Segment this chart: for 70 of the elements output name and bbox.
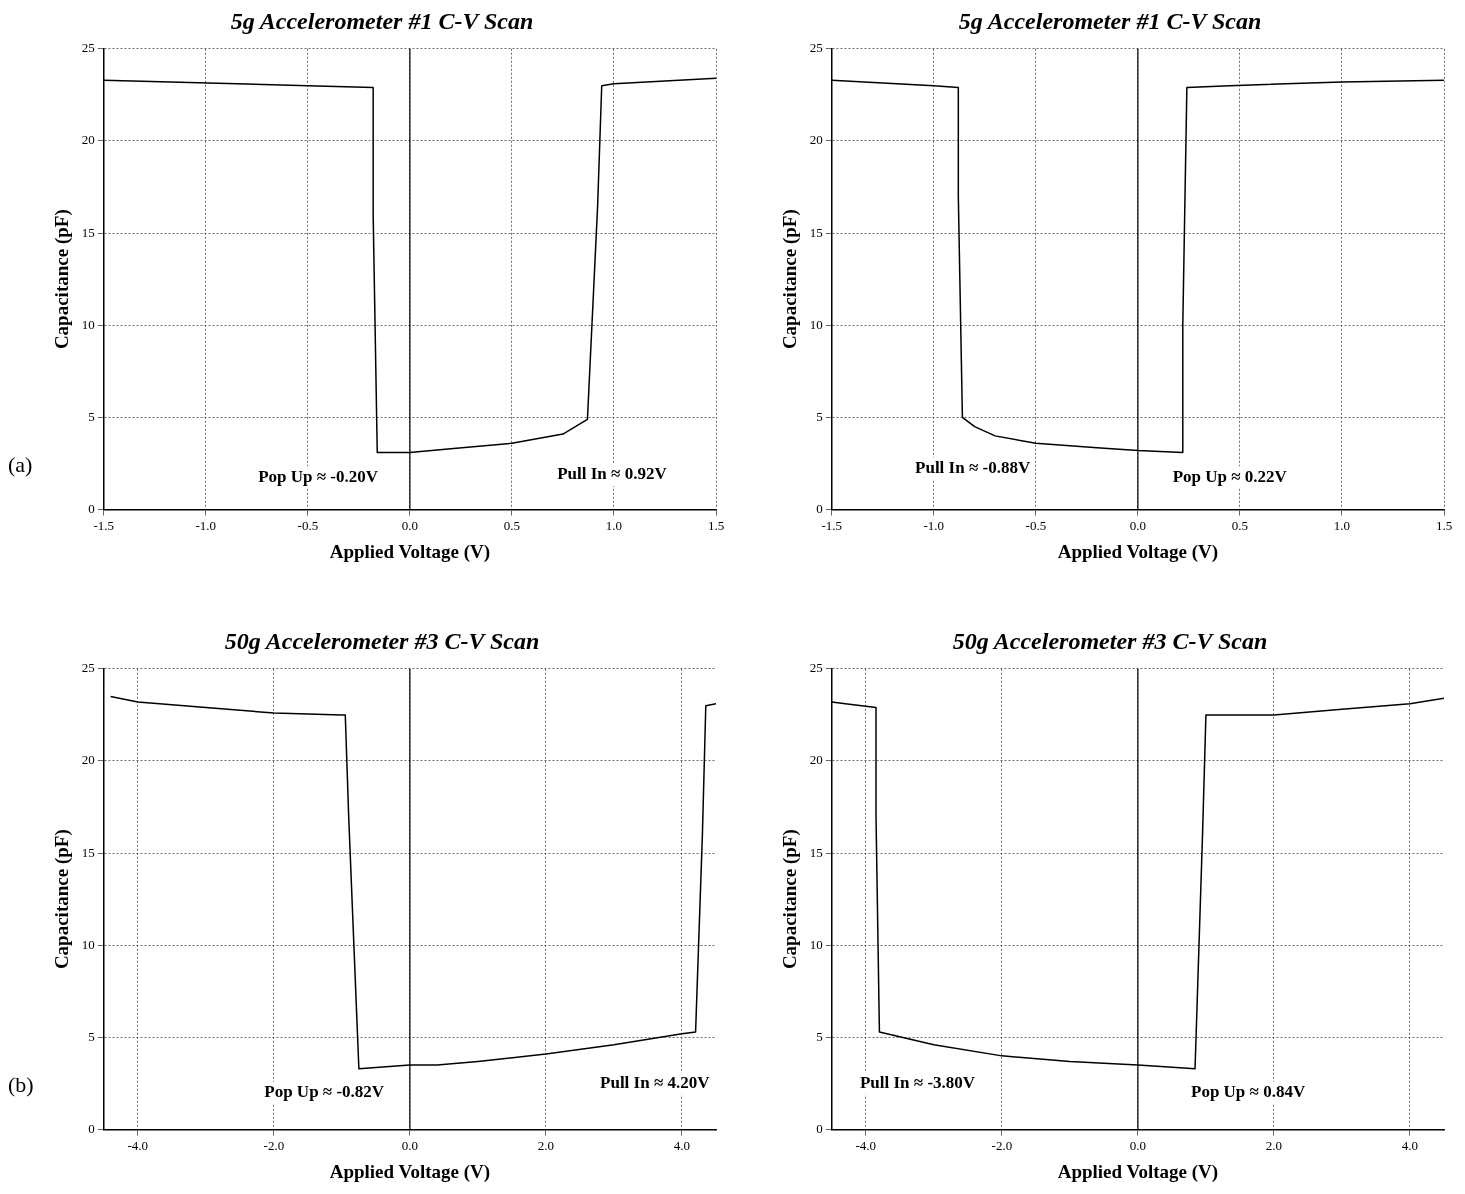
annotation: Pop Up ≈ 0.22V xyxy=(1172,466,1288,486)
x-axis-title: Applied Voltage (V) xyxy=(1057,540,1219,563)
x-tick-label: 1.5 xyxy=(1435,517,1453,533)
x-tick-label: -2.0 xyxy=(991,1137,1013,1153)
annotation: Pop Up ≈ 0.84V xyxy=(1191,1082,1306,1102)
y-axis-title: Capacitance (pF) xyxy=(779,209,802,350)
y-tick-label: 0 xyxy=(88,1121,95,1137)
x-tick-label: -0.5 xyxy=(297,517,319,533)
y-axis-title: Capacitance (pF) xyxy=(51,829,74,970)
x-axis-title: Applied Voltage (V) xyxy=(1057,1160,1219,1183)
y-tick-label: 10 xyxy=(81,936,95,952)
x-tick-label: 0.5 xyxy=(1231,517,1249,533)
y-tick-label: 0 xyxy=(816,1121,823,1137)
x-tick-label: 4.0 xyxy=(1401,1137,1419,1153)
y-tick-label: 0 xyxy=(816,501,823,517)
x-tick-label: 1.5 xyxy=(707,517,725,533)
y-tick-label: 5 xyxy=(816,1028,823,1044)
annotation: Pop Up ≈ -0.20V xyxy=(258,466,379,486)
x-tick-label: 0.0 xyxy=(1129,517,1147,533)
x-tick-label: 4.0 xyxy=(673,1137,691,1153)
y-tick-label: 10 xyxy=(81,316,95,332)
y-tick-label: 15 xyxy=(81,224,95,240)
chart-title: 5g Accelerometer #1 C-V Scan xyxy=(230,7,534,34)
chart-title: 5g Accelerometer #1 C-V Scan xyxy=(958,7,1262,34)
y-tick-label: 25 xyxy=(81,660,95,676)
x-tick-label: 2.0 xyxy=(537,1137,555,1153)
y-tick-label: 5 xyxy=(88,1028,95,1044)
chart-title: 50g Accelerometer #3 C-V Scan xyxy=(952,627,1268,654)
x-tick-label: 2.0 xyxy=(1265,1137,1283,1153)
y-tick-label: 20 xyxy=(809,752,823,768)
y-tick-label: 25 xyxy=(809,660,823,676)
y-tick-label: 5 xyxy=(816,408,823,424)
y-tick-label: 10 xyxy=(809,936,823,952)
x-tick-label: 1.0 xyxy=(605,517,623,533)
x-axis-title: Applied Voltage (V) xyxy=(329,540,491,563)
text: (b) xyxy=(8,1072,35,1098)
x-tick-label: -1.0 xyxy=(195,517,217,533)
annotation: Pull In ≈ 4.20V xyxy=(600,1072,711,1092)
x-tick-label: 0.0 xyxy=(401,1137,419,1153)
x-tick-label: -4.0 xyxy=(127,1137,149,1153)
y-tick-label: 20 xyxy=(809,132,823,148)
annotation: Pull In ≈ 0.92V xyxy=(557,464,668,484)
text: (a) xyxy=(8,452,34,478)
x-tick-label: -2.0 xyxy=(263,1137,285,1153)
y-tick-label: 20 xyxy=(81,752,95,768)
y-tick-label: 15 xyxy=(809,224,823,240)
x-tick-label: 1.0 xyxy=(1333,517,1351,533)
y-axis-title: Capacitance (pF) xyxy=(51,209,74,350)
y-tick-label: 25 xyxy=(81,40,95,56)
y-tick-label: 10 xyxy=(809,316,823,332)
x-tick-label: -0.5 xyxy=(1025,517,1047,533)
annotation: Pop Up ≈ -0.82V xyxy=(264,1082,385,1102)
annotation: Pull In ≈ -3.80V xyxy=(859,1072,976,1092)
x-tick-label: -1.5 xyxy=(821,517,843,533)
x-tick-label: -4.0 xyxy=(855,1137,877,1153)
y-tick-label: 15 xyxy=(809,844,823,860)
y-tick-label: 0 xyxy=(88,501,95,517)
x-tick-label: -1.5 xyxy=(93,517,115,533)
chart-title: 50g Accelerometer #3 C-V Scan xyxy=(224,627,540,654)
x-axis-title: Applied Voltage (V) xyxy=(329,1160,491,1183)
y-tick-label: 15 xyxy=(81,844,95,860)
x-tick-label: 0.0 xyxy=(401,517,419,533)
y-tick-label: 25 xyxy=(809,40,823,56)
x-tick-label: 0.0 xyxy=(1129,1137,1147,1153)
annotation: Pull In ≈ -0.88V xyxy=(915,457,1031,477)
y-axis-title: Capacitance (pF) xyxy=(779,829,802,970)
y-tick-label: 5 xyxy=(88,408,95,424)
x-tick-label: 0.5 xyxy=(503,517,521,533)
x-tick-label: -1.0 xyxy=(923,517,945,533)
y-tick-label: 20 xyxy=(81,132,95,148)
